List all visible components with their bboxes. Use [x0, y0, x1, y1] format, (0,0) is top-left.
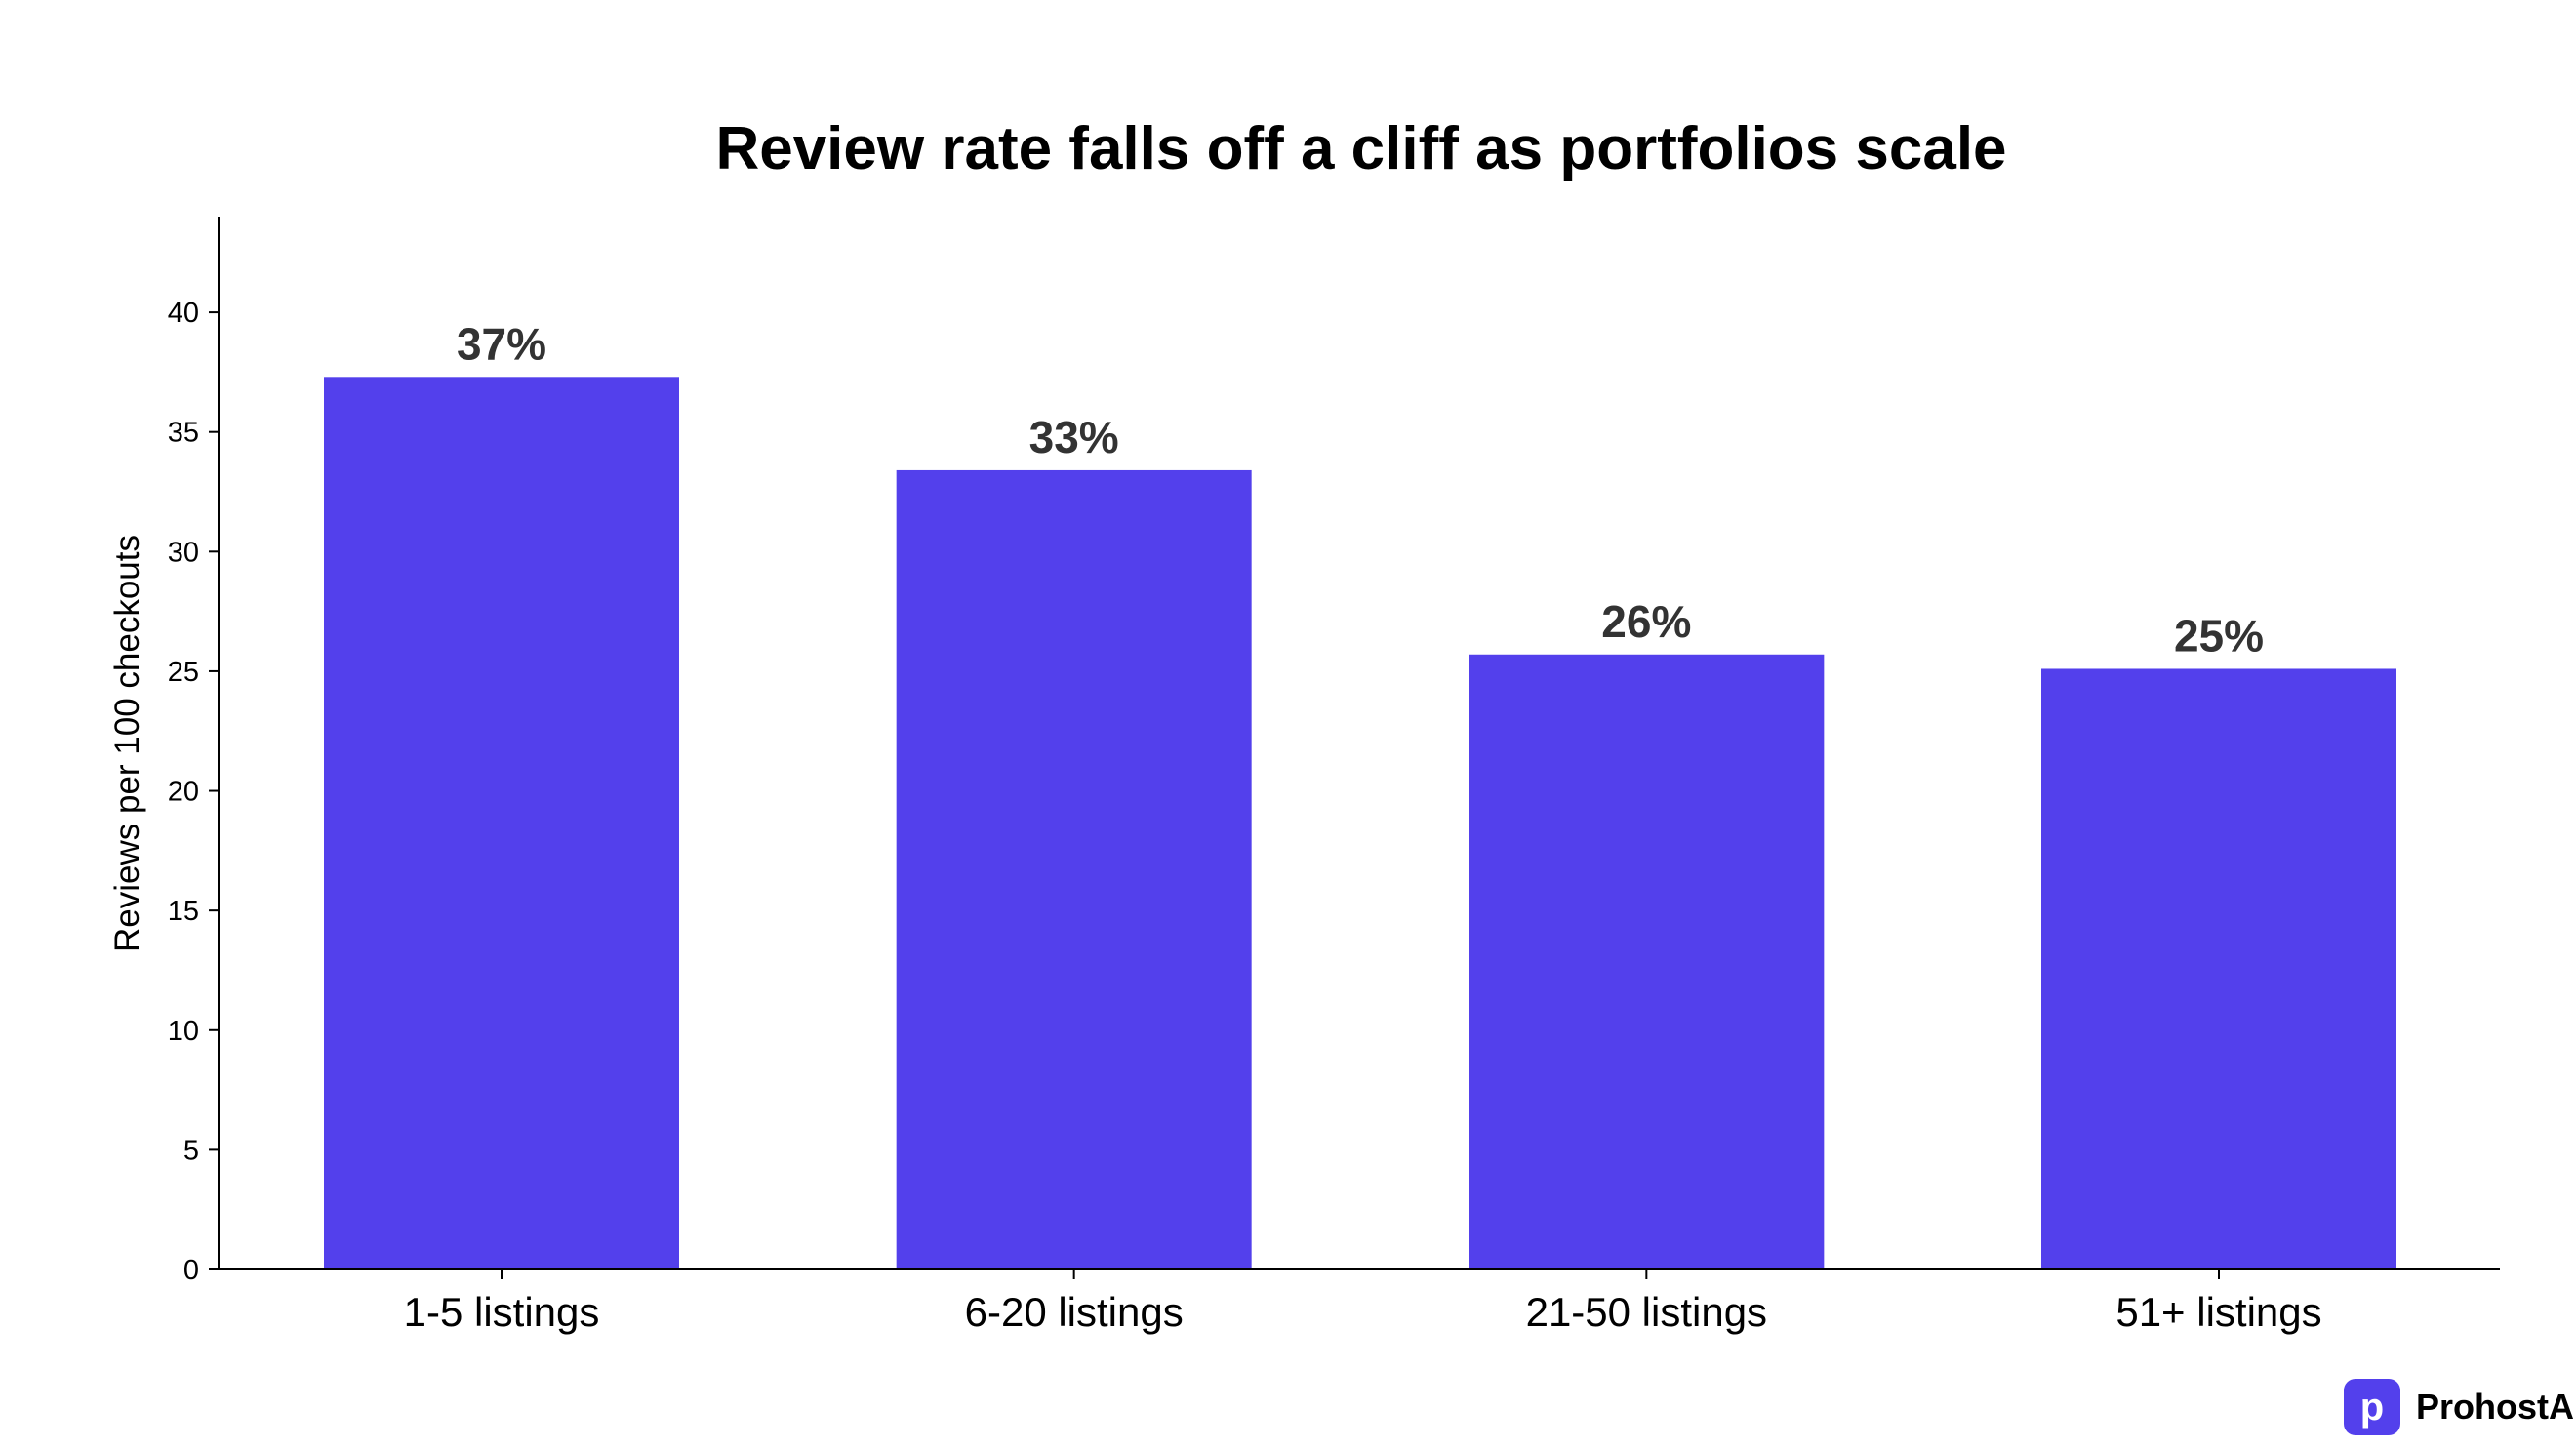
- y-tick-label: 10: [168, 1016, 199, 1047]
- x-tick-label: 6-20 listings: [965, 1289, 1184, 1335]
- y-tick-label: 35: [168, 418, 199, 449]
- bar-value-label: 37%: [457, 318, 546, 369]
- brand-name: ProhostAI: [2416, 1387, 2576, 1427]
- y-axis-label: Reviews per 100 checkouts: [108, 535, 146, 952]
- x-tick-label: 51+ listings: [2115, 1289, 2321, 1335]
- data-labels: 37% 33% 26% 25%: [457, 318, 2264, 661]
- y-tick-label: 40: [168, 298, 199, 329]
- bar-value-label: 25%: [2174, 610, 2264, 661]
- bar-value-label: 26%: [1601, 596, 1691, 647]
- prohost-logo-icon: p: [2344, 1379, 2400, 1435]
- bar: [324, 377, 679, 1270]
- bar: [1469, 654, 1825, 1269]
- y-axis-ticks: 0 5 10 15 20 25 30 35 40: [168, 298, 219, 1286]
- y-tick-label: 0: [183, 1255, 199, 1286]
- y-tick-label: 15: [168, 896, 199, 927]
- chart-title: Review rate falls off a cliff as portfol…: [715, 115, 2006, 182]
- x-tick-label: 1-5 listings: [404, 1289, 600, 1335]
- x-axis-ticks: 1-5 listings 6-20 listings 21-50 listings 5…: [404, 1269, 2322, 1335]
- bar: [2041, 668, 2396, 1269]
- y-tick-label: 5: [183, 1135, 199, 1166]
- y-tick-label: 25: [168, 657, 199, 688]
- brand-logo: p ProhostAI: [2344, 1379, 2576, 1435]
- bar: [896, 469, 1252, 1269]
- x-tick-label: 21-50 listings: [1526, 1289, 1767, 1335]
- y-tick-label: 20: [168, 777, 199, 808]
- bar-value-label: 33%: [1029, 412, 1119, 463]
- bars: [324, 377, 2396, 1270]
- y-tick-label: 30: [168, 537, 199, 568]
